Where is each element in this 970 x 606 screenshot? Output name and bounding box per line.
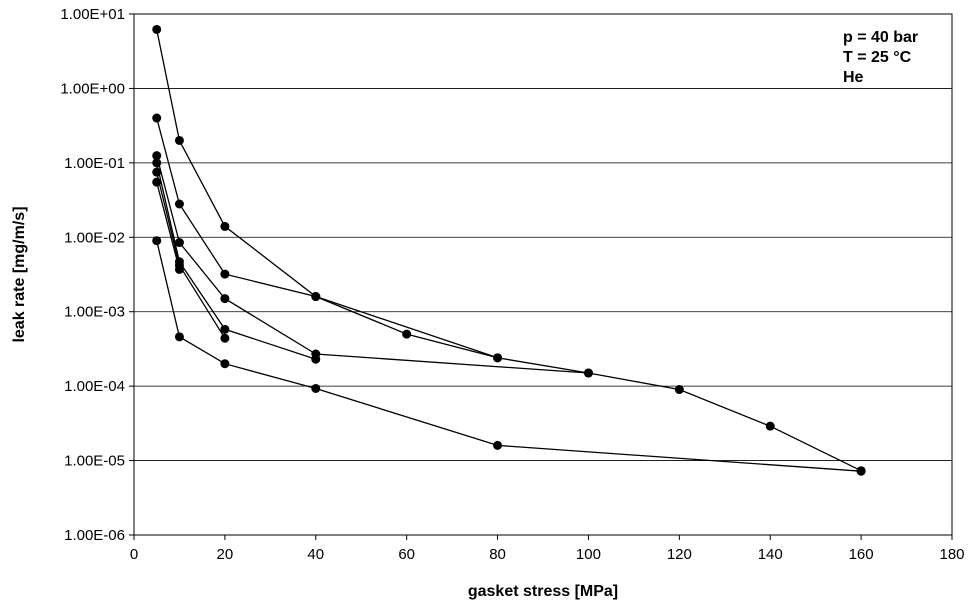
x-tick-label: 60 (398, 546, 415, 563)
series-line-4 (156, 162, 317, 360)
annotation-pressure: p = 40 bar (843, 29, 918, 46)
condition-annotations: p = 40 bar T = 25 °C He (843, 29, 918, 86)
x-tick-label: 0 (130, 546, 138, 563)
data-point (152, 24, 162, 34)
x-tick-label: 140 (758, 546, 783, 563)
data-point (311, 292, 321, 302)
y-axis-ticks: 1.00E-06 1.00E-05 1.00E-04 1.00E-03 1.00E-02… (60, 6, 134, 544)
y-tick-label: 1.00E+01 (60, 6, 125, 23)
data-point (220, 324, 230, 334)
data-point (152, 236, 162, 246)
x-tick-label: 40 (307, 546, 324, 563)
data-point (152, 158, 162, 168)
data-point (174, 199, 184, 209)
y-tick-label: 1.00E-02 (64, 229, 125, 246)
x-axis-title: gasket stress [MPa] (468, 583, 618, 600)
grid-lines (134, 88, 952, 461)
data-point (311, 354, 321, 364)
x-tick-label: 80 (489, 546, 506, 563)
data-point (152, 151, 162, 161)
data-point (220, 359, 230, 369)
x-tick-label: 20 (217, 546, 234, 563)
x-axis-ticks: 0 20 40 60 80 100 120 140 160 180 (130, 535, 965, 563)
data-point (174, 332, 184, 342)
data-point (402, 329, 412, 339)
data-point (174, 264, 184, 274)
data-point (311, 383, 321, 393)
series-line-6 (156, 182, 181, 270)
data-point (152, 113, 162, 123)
series-group (152, 24, 866, 476)
data-point (220, 294, 230, 304)
data-point (493, 353, 503, 363)
y-tick-label: 1.00E-05 (64, 453, 125, 470)
data-point (220, 333, 230, 343)
y-tick-label: 1.00E-03 (64, 304, 125, 321)
annotation-temperature: T = 25 °C (843, 49, 912, 66)
data-point (674, 385, 684, 395)
data-point (583, 368, 593, 378)
data-point (152, 177, 162, 187)
series-line-2 (156, 117, 862, 472)
annotation-gas: He (843, 69, 864, 86)
y-tick-label: 1.00E-01 (64, 155, 125, 172)
data-point (174, 238, 184, 248)
series-line-1 (156, 29, 498, 359)
data-point (152, 167, 162, 177)
y-tick-label: 1.00E-06 (64, 527, 125, 544)
x-tick-label: 120 (667, 546, 692, 563)
data-point (220, 221, 230, 231)
y-axis-title: leak rate [mg/m/s] (11, 206, 28, 342)
series-line-7 (156, 240, 862, 472)
data-point (220, 269, 230, 279)
data-point (856, 466, 866, 476)
x-tick-label: 100 (576, 546, 601, 563)
data-point (174, 135, 184, 145)
y-tick-label: 1.00E-04 (64, 378, 125, 395)
x-tick-label: 160 (849, 546, 874, 563)
data-point (765, 421, 775, 431)
data-point (493, 440, 503, 450)
y-tick-label: 1.00E+00 (60, 80, 125, 97)
x-tick-label: 180 (939, 546, 964, 563)
plot-area-frame (133, 13, 953, 536)
